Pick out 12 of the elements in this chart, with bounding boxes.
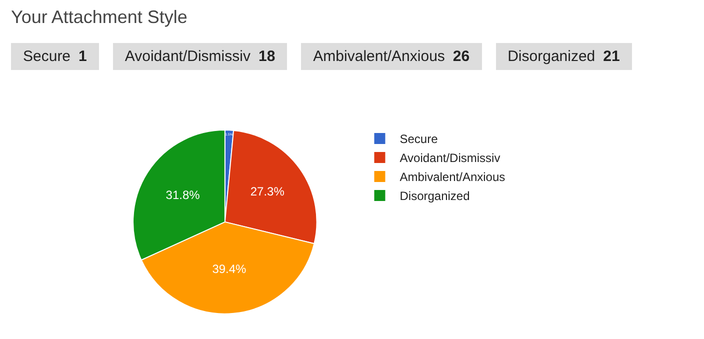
chart-title: Your Attachment Style (11, 7, 188, 28)
legend-label: Avoidant/Dismissiv (400, 151, 500, 166)
text: Disorganized 21 (508, 48, 620, 65)
text: Ambivalent/Anxious 26 (313, 48, 470, 65)
text: Secure 1 (23, 48, 87, 65)
text: Avoidant/Dismissiv 18 (124, 48, 276, 65)
data-label: 39.4% (212, 262, 247, 276)
data-label: 31.8% (166, 188, 200, 202)
legend-label: Disorganized (400, 189, 470, 204)
data-label: 27.3% (250, 184, 285, 199)
legend-label: Ambivalent/Anxious (400, 170, 506, 184)
legend-label: Secure (400, 132, 438, 146)
